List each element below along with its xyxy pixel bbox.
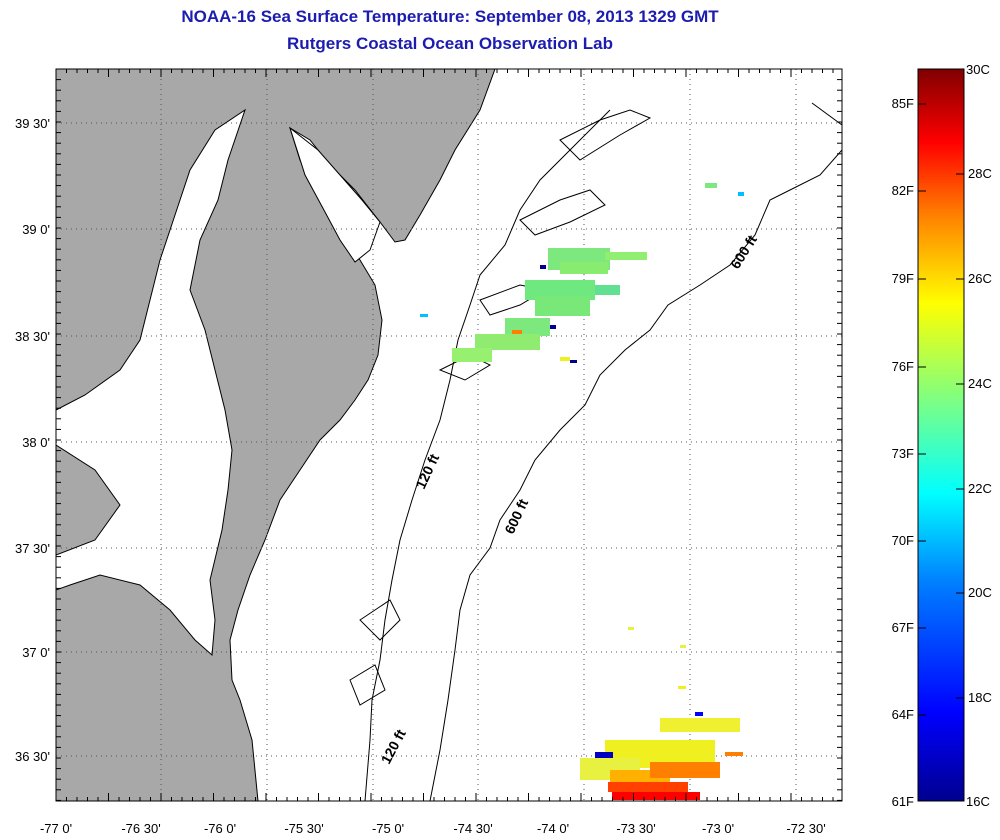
shoal-2	[519, 189, 606, 236]
sst-pixels	[420, 183, 744, 800]
y-tick-label: 36 30'	[15, 749, 50, 764]
map-subtitle: Rutgers Coastal Ocean Observation Lab	[287, 34, 613, 53]
colorbar-f-label: 61F	[892, 794, 914, 809]
y-tick-label: 37 0'	[22, 645, 50, 660]
x-tick-label: -75 0'	[372, 821, 404, 836]
x-tick-label: -76 0'	[204, 821, 236, 836]
sst-pixel	[738, 192, 744, 196]
colorbar-f-label: 85F	[892, 96, 914, 111]
x-tick-label: -75 30'	[284, 821, 323, 836]
sst-pixel	[420, 314, 428, 317]
sst-pixel	[505, 318, 550, 336]
sst-pixel	[605, 252, 647, 260]
shoal-6	[349, 664, 386, 706]
colorbar-c-label: 18C	[968, 690, 992, 705]
shoal-5	[359, 599, 401, 641]
sst-pixel-warm	[650, 762, 720, 778]
sst-pixel-cold	[550, 325, 556, 329]
x-tick-label: -74 0'	[537, 821, 569, 836]
colorbar-f-label: 70F	[892, 533, 914, 548]
y-tick-label: 39 0'	[22, 222, 50, 237]
sst-pixel-hot	[608, 782, 688, 792]
sst-pixel	[475, 334, 540, 350]
x-tick-label: -73 30'	[616, 821, 655, 836]
sst-pixel-cold	[695, 712, 703, 716]
colorbar-c-label: 22C	[968, 481, 992, 496]
y-tick-label: 39 30'	[15, 116, 50, 131]
sst-pixel	[535, 296, 590, 316]
colorbar-f-label: 82F	[892, 183, 914, 198]
colorbar-c-label: 28C	[968, 166, 992, 181]
y-axis-labels: 39 30' 39 0' 38 30' 38 0' 37 30' 37 0' 3…	[15, 116, 50, 764]
sst-pixel-cold	[540, 265, 546, 269]
chesapeake-bay	[56, 108, 246, 657]
sst-pixel	[595, 285, 620, 295]
colorbar-c-label: 20C	[968, 585, 992, 600]
colorbar-ticks	[918, 68, 964, 802]
map-title: NOAA-16 Sea Surface Temperature: Septemb…	[181, 7, 719, 26]
sst-pixel	[678, 686, 686, 689]
sst-pixel-cold	[570, 360, 577, 363]
y-tick-label: 37 30'	[15, 541, 50, 556]
map-frame	[55, 68, 843, 802]
sst-pixel-cold	[595, 752, 613, 758]
delaware-bay	[289, 126, 381, 263]
shoal-1	[559, 109, 652, 161]
colorbar-c-label: 30C	[966, 62, 990, 77]
sst-pixel	[705, 183, 717, 188]
colorbar-c-label: 16C	[966, 794, 990, 809]
contour-120ft	[364, 109, 611, 801]
sst-pixel	[560, 262, 608, 274]
sst-pixel-warm	[512, 330, 522, 334]
x-tick-label: -77 0'	[40, 821, 72, 836]
y-tick-label: 38 30'	[15, 329, 50, 344]
x-tick-label: -76 30'	[121, 821, 160, 836]
sst-pixel	[628, 627, 634, 630]
colorbar-c-label: 24C	[968, 376, 992, 391]
sst-pixel	[452, 348, 492, 362]
colorbar-f-label: 73F	[892, 446, 914, 461]
y-tick-label: 38 0'	[22, 435, 50, 450]
sst-pixel-hot	[612, 792, 700, 800]
colorbar-f-label: 79F	[892, 271, 914, 286]
colorbar-f-label: 67F	[892, 620, 914, 635]
sst-pixel	[680, 645, 686, 648]
sst-pixel	[660, 718, 740, 732]
sst-pixel-warm	[725, 752, 743, 756]
axis-ticks	[55, 68, 842, 801]
x-tick-label: -74 30'	[453, 821, 492, 836]
x-axis-labels: -77 0' -76 30' -76 0' -75 30' -75 0' -74…	[40, 821, 826, 836]
colorbar-bar	[917, 68, 965, 802]
sst-pixel	[525, 280, 595, 300]
colorbar: 85F 82F 79F 76F 73F 70F 67F 64F 61F 30C …	[892, 62, 992, 809]
x-tick-label: -73 0'	[702, 821, 734, 836]
sst-pixel	[560, 357, 570, 361]
colorbar-c-label: 26C	[968, 271, 992, 286]
x-tick-label: -72 30'	[786, 821, 825, 836]
colorbar-f-label: 76F	[892, 359, 914, 374]
contour-600ft-north	[429, 102, 842, 801]
colorbar-f-label: 64F	[892, 707, 914, 722]
